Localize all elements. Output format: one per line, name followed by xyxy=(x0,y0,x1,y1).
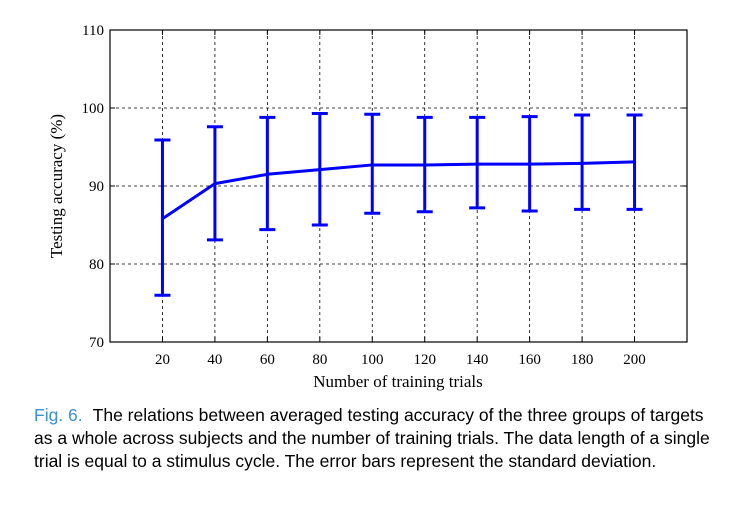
y-axis-label: Testing accuracy (%) xyxy=(47,114,66,258)
x-tick-label: 40 xyxy=(207,352,222,368)
x-tick-labels: 20 40 60 80 100 120 140 160 180 200 xyxy=(155,352,646,368)
figure-caption: Fig. 6. The relations between averaged te… xyxy=(34,404,714,473)
x-tick-label: 60 xyxy=(260,352,275,368)
data-point xyxy=(423,163,427,167)
x-tick-label: 160 xyxy=(518,352,541,368)
y-tick-label: 80 xyxy=(89,257,104,273)
data-point xyxy=(160,217,165,221)
x-tick-label: 180 xyxy=(571,352,594,368)
caption-text: The relations between averaged testing a… xyxy=(34,405,710,471)
y-tick-label: 70 xyxy=(89,335,104,351)
data-point xyxy=(370,163,374,167)
x-tick-label: 140 xyxy=(466,352,489,368)
x-axis-label: Number of training trials xyxy=(313,372,483,391)
grid-lines xyxy=(110,30,687,342)
x-tick-label: 20 xyxy=(155,352,170,368)
data-point xyxy=(213,182,217,186)
y-tick-label: 100 xyxy=(82,101,105,117)
data-point xyxy=(475,162,479,166)
data-point xyxy=(580,161,584,165)
y-tick-label: 110 xyxy=(82,23,104,39)
y-tick-labels: 70 80 90 100 110 xyxy=(82,23,105,351)
data-point xyxy=(265,172,269,176)
data-point xyxy=(318,168,322,172)
figure-label: Fig. 6. xyxy=(34,405,83,425)
data-point xyxy=(528,162,532,166)
series-line xyxy=(161,160,635,221)
chart: 20 40 60 80 100 120 140 160 180 200 708090100110 … xyxy=(47,23,688,391)
x-tick-label: 80 xyxy=(312,352,327,368)
axis-ticks xyxy=(110,29,687,343)
data-series xyxy=(160,160,637,221)
x-tick-label: 200 xyxy=(623,352,646,368)
y-tick-label: 90 xyxy=(89,179,104,195)
x-tick-label: 120 xyxy=(413,352,436,368)
error-bars xyxy=(154,111,643,297)
data-point xyxy=(632,160,637,164)
x-tick-label: 100 xyxy=(361,352,384,368)
